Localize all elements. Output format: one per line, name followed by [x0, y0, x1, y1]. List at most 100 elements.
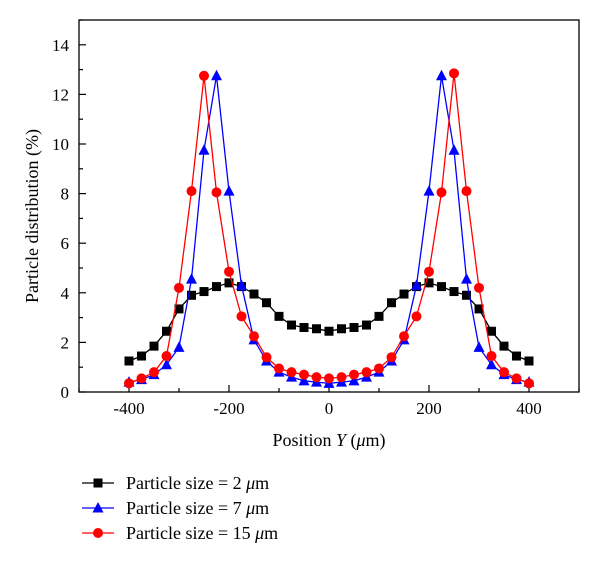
- x-tick-label: 0: [325, 399, 334, 418]
- legend-item: Particle size = 7 μm: [82, 498, 269, 518]
- data-point: [186, 186, 197, 197]
- data-point: [437, 282, 446, 292]
- data-point: [124, 378, 134, 389]
- data-point: [149, 367, 159, 378]
- data-point: [362, 320, 371, 330]
- y-tick-label: 14: [52, 36, 70, 55]
- legend: Particle size = 2 μm Particle size = 7 μm…: [82, 473, 278, 543]
- data-point: [223, 185, 235, 196]
- data-point: [124, 356, 134, 366]
- data-point: [136, 373, 147, 384]
- x-tick-label: -400: [113, 399, 144, 418]
- data-point: [399, 331, 409, 342]
- legend-label: Particle size = 2 μm: [126, 473, 269, 493]
- data-point: [299, 369, 309, 380]
- legend-label: Particle size = 15 μm: [126, 523, 278, 543]
- data-point: [474, 282, 484, 293]
- data-point: [173, 341, 185, 352]
- data-point: [424, 278, 434, 288]
- data-point: [287, 320, 296, 330]
- series-triangle: [123, 69, 535, 388]
- data-point: [262, 298, 271, 308]
- series-line: [128, 73, 530, 384]
- data-point: [474, 304, 484, 314]
- y-tick-label: 0: [61, 383, 70, 402]
- data-point: [186, 273, 197, 284]
- data-point: [449, 68, 459, 79]
- legend-item: Particle size = 2 μm: [82, 473, 269, 493]
- data-point: [249, 289, 259, 299]
- data-point: [349, 369, 359, 380]
- data-point: [386, 352, 397, 363]
- data-point: [499, 367, 509, 378]
- data-point: [324, 326, 334, 336]
- data-point: [411, 279, 422, 290]
- data-point: [462, 290, 471, 300]
- x-tick-label: -200: [213, 399, 244, 418]
- data-point: [336, 372, 347, 383]
- legend-item: Particle size = 15 μm: [82, 523, 278, 543]
- data-point: [212, 282, 221, 292]
- data-point: [511, 373, 522, 384]
- y-tick-label: 8: [61, 185, 70, 204]
- data-point: [461, 273, 472, 284]
- x-tick-label: 200: [416, 399, 442, 418]
- data-point: [236, 311, 247, 322]
- y-tick-label: 10: [52, 135, 69, 154]
- data-point: [261, 352, 272, 363]
- data-point: [274, 311, 284, 321]
- data-point: [161, 358, 172, 370]
- plot-frame: [78, 19, 580, 393]
- data-point: [199, 70, 209, 81]
- data-point: [324, 373, 334, 384]
- data-point: [411, 311, 422, 322]
- legend-marker: [92, 502, 104, 513]
- data-point: [286, 367, 297, 378]
- data-point: [162, 326, 171, 336]
- data-point: [423, 185, 435, 196]
- data-point: [312, 324, 321, 334]
- data-point: [348, 374, 360, 386]
- x-axis-title-text: Position: [272, 430, 336, 450]
- series-layer: [123, 68, 535, 389]
- y-tick-label: 2: [61, 333, 70, 352]
- x-axis-title-unit-open: (: [351, 430, 357, 451]
- data-point: [449, 287, 459, 297]
- data-point: [399, 289, 409, 299]
- data-point: [224, 266, 234, 277]
- data-point: [137, 351, 146, 361]
- data-point: [486, 351, 497, 362]
- legend-label: Particle size = 7 μm: [126, 498, 269, 518]
- data-point: [473, 341, 485, 352]
- data-point: [311, 372, 322, 383]
- data-point: [361, 367, 372, 378]
- legend-marker: [93, 528, 103, 538]
- legend-marker: [93, 478, 103, 488]
- data-point: [274, 363, 284, 374]
- data-point: [174, 304, 184, 314]
- data-point: [512, 351, 521, 361]
- data-point: [249, 331, 259, 342]
- data-point: [161, 351, 172, 362]
- data-point: [198, 144, 210, 155]
- x-axis-title-var: Y: [336, 430, 351, 450]
- data-point: [187, 290, 196, 300]
- y-tick-label: 6: [61, 234, 70, 253]
- data-point: [524, 378, 534, 389]
- data-point: [298, 374, 310, 386]
- x-axis-title: Position Y (μm): [272, 430, 385, 451]
- series-line: [128, 75, 530, 384]
- y-tick-label: 12: [52, 85, 69, 104]
- data-point: [299, 323, 309, 333]
- data-point: [149, 341, 159, 351]
- data-point: [486, 358, 497, 370]
- data-point: [374, 311, 384, 321]
- x-axis-title-unit-mu: μ: [356, 430, 366, 450]
- series-circle: [124, 68, 534, 389]
- data-point: [211, 69, 222, 81]
- data-point: [349, 323, 359, 333]
- data-point: [436, 69, 447, 81]
- x-tick-label: 400: [516, 399, 542, 418]
